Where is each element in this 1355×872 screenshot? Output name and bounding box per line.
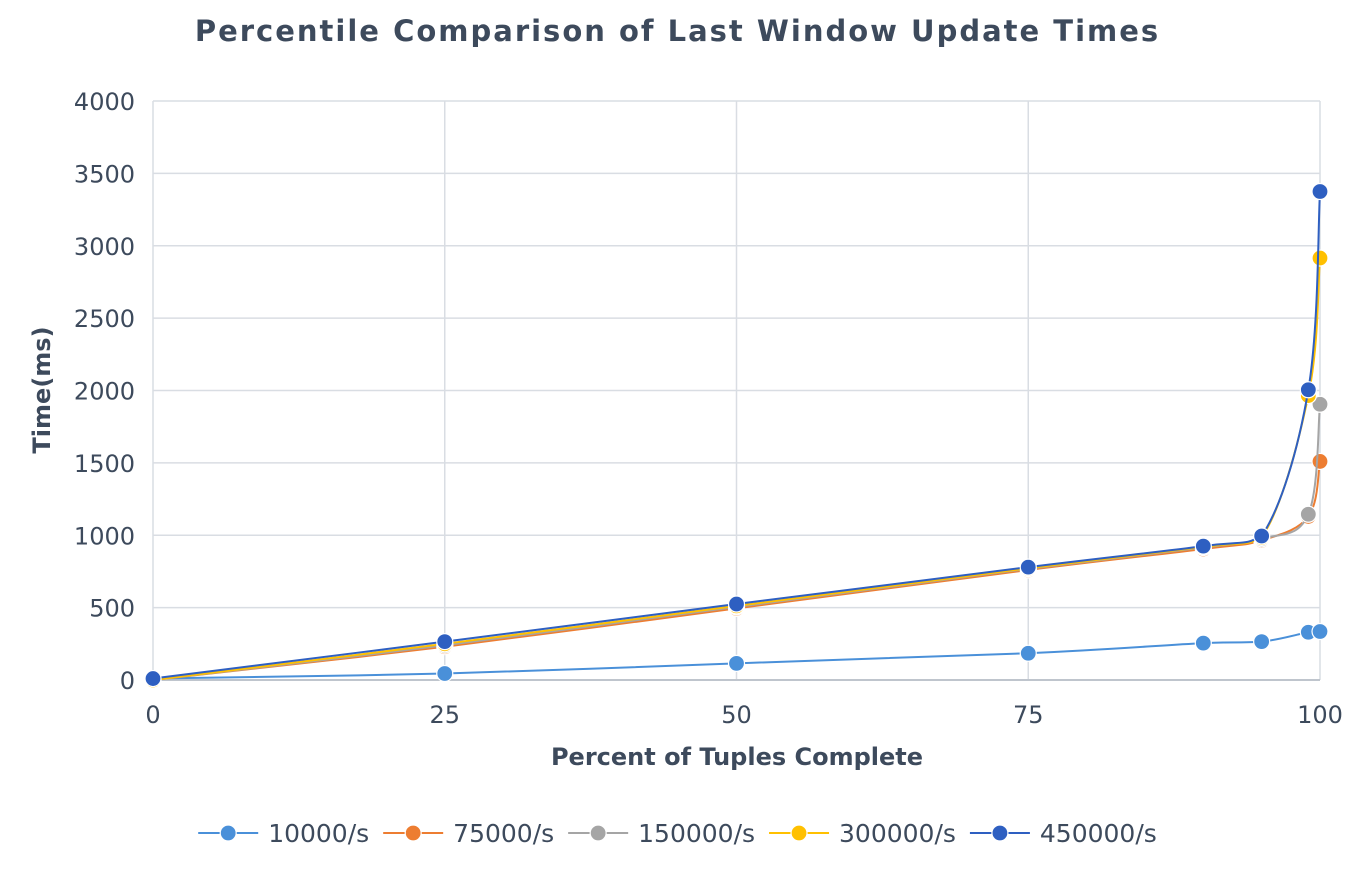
legend-item[interactable]: 300000/s (769, 819, 956, 848)
y-tick-label: 3500 (74, 160, 135, 188)
x-tick-label: 100 (1297, 701, 1343, 729)
y-tick-label: 2500 (74, 305, 135, 333)
data-point[interactable] (1311, 249, 1329, 267)
legend-label: 150000/s (638, 819, 755, 848)
data-point[interactable] (1019, 644, 1037, 662)
data-point[interactable] (1253, 633, 1271, 651)
y-tick-label: 1500 (74, 450, 135, 478)
legend-label: 300000/s (839, 819, 956, 848)
x-axis-title: Percent of Tuples Complete (551, 743, 923, 771)
legend-marker (991, 824, 1009, 842)
legend-marker (404, 824, 422, 842)
data-point[interactable] (1194, 634, 1212, 652)
y-tick-label: 0 (120, 667, 135, 695)
x-tick-label: 50 (721, 701, 752, 729)
grid (152, 100, 1321, 681)
data-point[interactable] (1299, 505, 1317, 523)
legend[interactable]: 10000/s 75000/s 150000/s 300000/s 450000/s (198, 819, 1157, 848)
data-point[interactable] (1311, 452, 1329, 471)
legend-item[interactable]: 75000/s (383, 819, 554, 848)
data-point[interactable] (727, 654, 746, 672)
legend-label: 10000/s (268, 819, 369, 848)
x-tick-label: 75 (1013, 701, 1044, 729)
legend-item[interactable]: 150000/s (568, 819, 755, 848)
y-tick-label: 500 (89, 595, 135, 623)
y-axis-ticks: 0 500 1000 1500 2000 2500 3000 3500 4000 (74, 88, 135, 695)
data-point[interactable] (727, 595, 746, 613)
series-lines (144, 182, 1329, 689)
data-point[interactable] (144, 669, 162, 688)
y-axis-title: Time(ms) (28, 326, 56, 453)
chart-title: Percentile Comparison of Last Window Upd… (194, 14, 1161, 48)
x-tick-label: 25 (429, 701, 460, 729)
y-tick-label: 4000 (74, 88, 135, 116)
series-10000/s (144, 622, 1329, 688)
x-axis-ticks: 0 25 50 75 100 (145, 701, 1343, 729)
y-tick-label: 3000 (74, 233, 135, 261)
data-point[interactable] (1019, 558, 1037, 576)
y-tick-label: 2000 (74, 378, 135, 406)
data-point[interactable] (1299, 381, 1317, 399)
data-point[interactable] (1311, 622, 1329, 641)
x-tick-label: 0 (145, 701, 160, 729)
series-line (152, 630, 1321, 680)
legend-marker (589, 824, 607, 842)
legend-label: 450000/s (1040, 819, 1157, 848)
legend-item[interactable]: 10000/s (198, 819, 369, 848)
data-point[interactable] (436, 664, 454, 683)
legend-marker (790, 824, 808, 842)
series-450000/s (144, 182, 1329, 688)
y-tick-label: 1000 (74, 522, 135, 550)
data-point[interactable] (1311, 182, 1329, 201)
legend-label: 75000/s (453, 819, 554, 848)
legend-marker (219, 824, 237, 842)
data-point[interactable] (436, 633, 454, 651)
legend-item[interactable]: 450000/s (969, 819, 1157, 848)
data-point[interactable] (1253, 527, 1271, 545)
data-point[interactable] (1194, 537, 1212, 555)
data-point[interactable] (1311, 395, 1329, 413)
